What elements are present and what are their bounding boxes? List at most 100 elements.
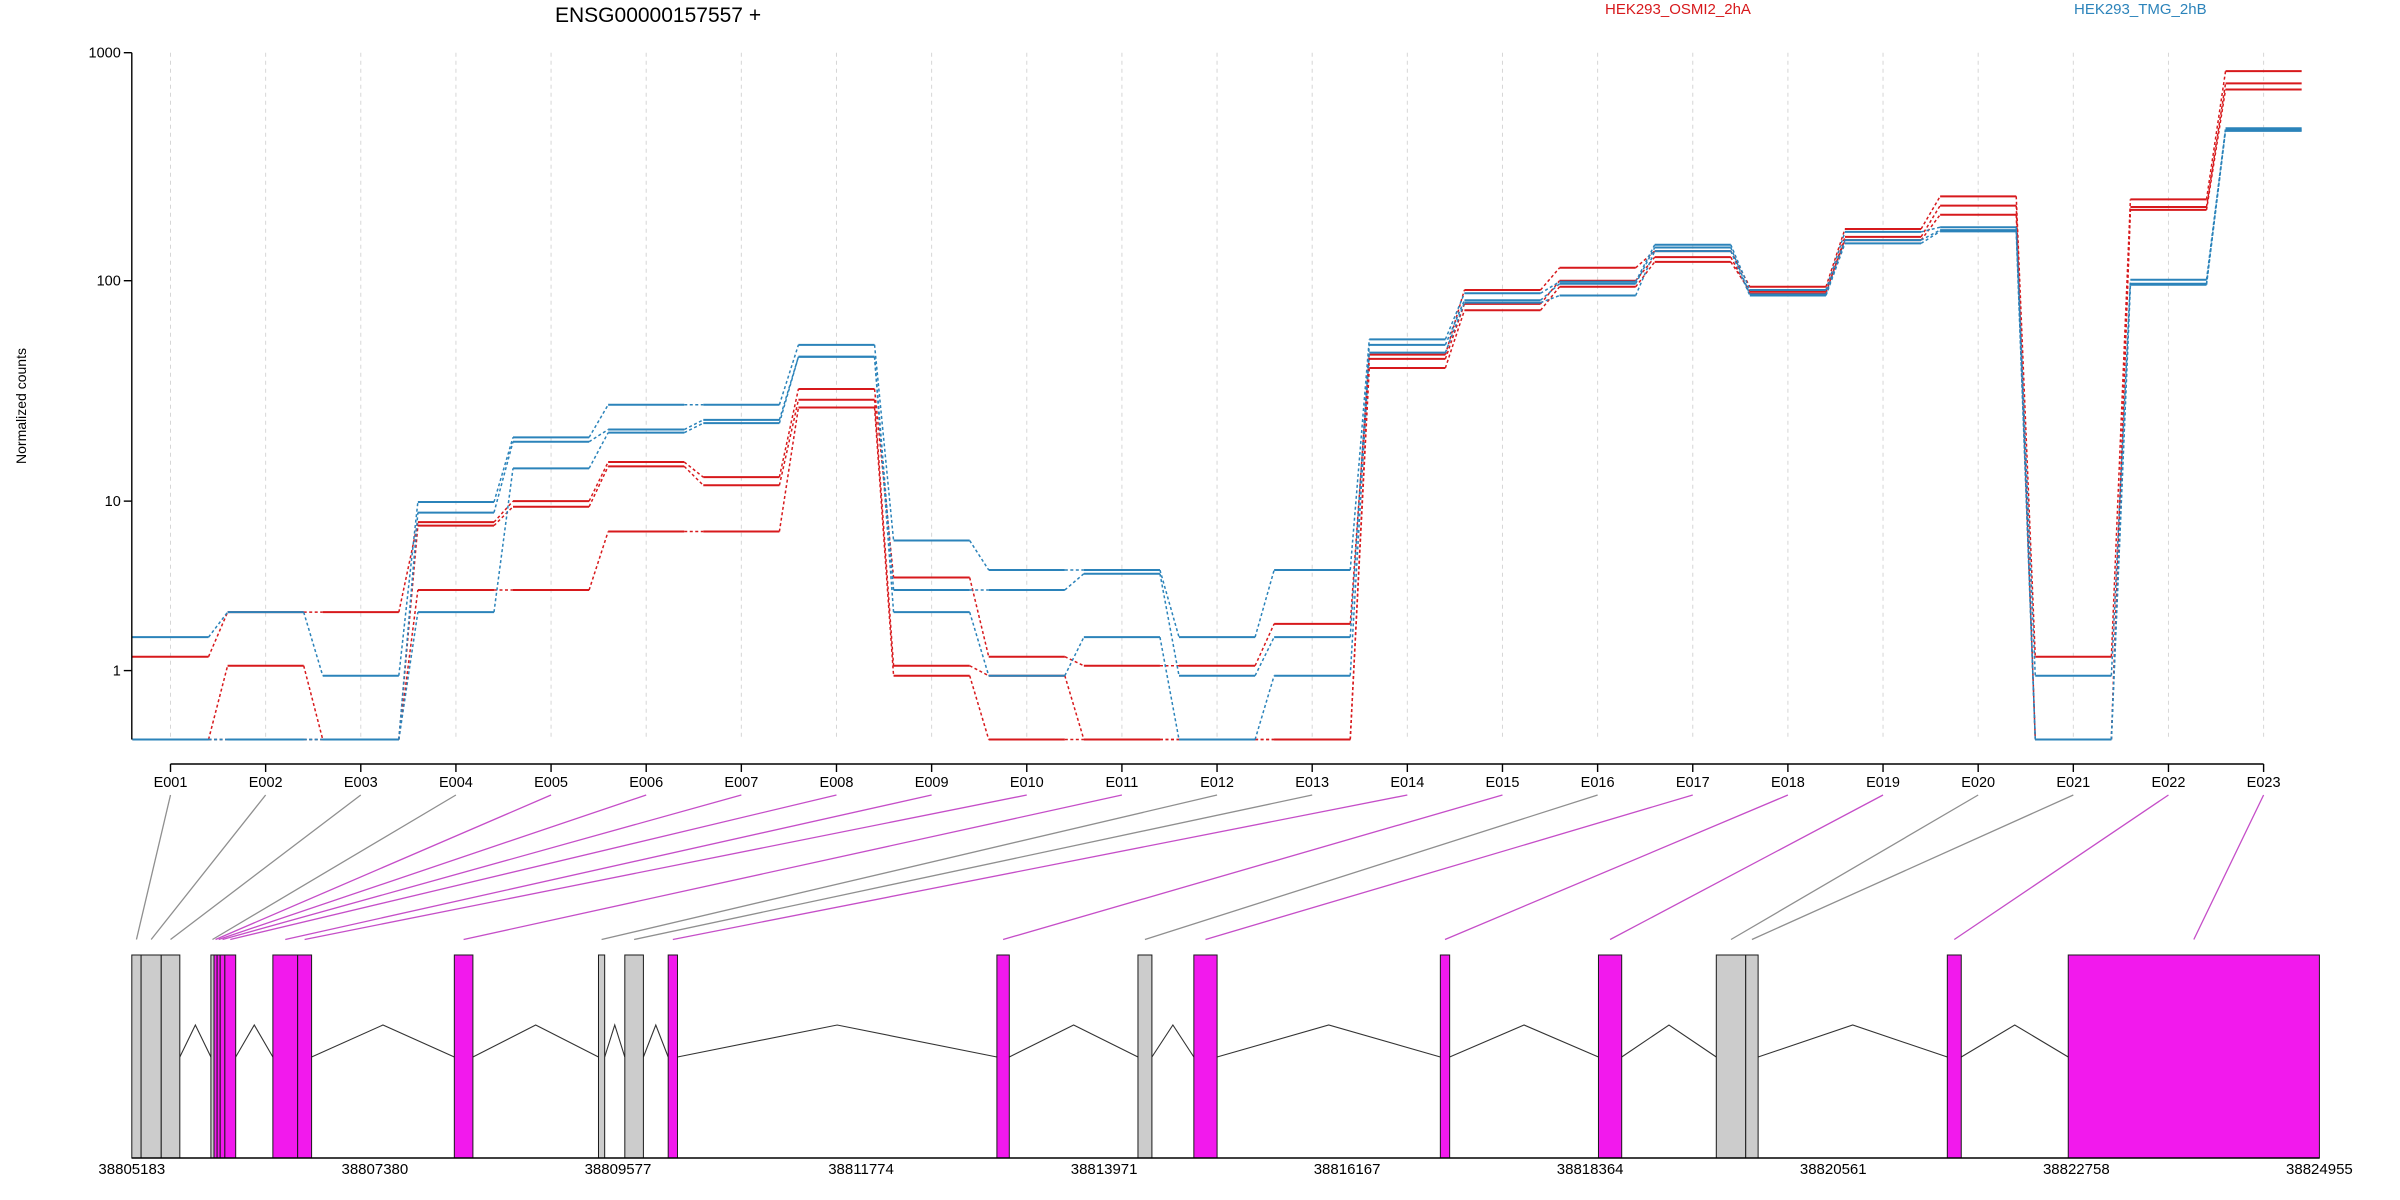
- exon-link-line: [1953, 794, 2169, 941]
- expression-connector: [969, 540, 990, 571]
- expression-connector: [2110, 279, 2132, 676]
- x-axis: E001 E002 E003 E004 E005 E006 E007 E008 E009 E010…: [154, 763, 2281, 791]
- exon-box: [1193, 954, 1218, 1159]
- exon-box: [1137, 954, 1153, 1159]
- expression-connector: [1634, 250, 1656, 296]
- expression-connector: [1540, 281, 1560, 294]
- expression-connector: [778, 399, 800, 486]
- expression-connector: [1540, 283, 1561, 301]
- expression-connector: [493, 500, 514, 523]
- exon-box: [1597, 954, 1623, 1159]
- exon-links: [135, 794, 2265, 941]
- exon-link-line: [672, 794, 1408, 941]
- expression-connector: [1254, 636, 1275, 677]
- legend-label-group-2: HEK293_TMG_2hB: [2074, 1, 2207, 18]
- expression-connector: [683, 422, 704, 434]
- expression-connector: [1920, 229, 1941, 241]
- x-tick-label: E009: [915, 775, 949, 791]
- x-tick-label: E002: [249, 775, 283, 791]
- genomic-tick-label: 38824955: [2286, 1161, 2353, 1178]
- exon-box: [297, 954, 313, 1159]
- expression-connector: [1064, 675, 1085, 740]
- expression-connector: [1635, 250, 1656, 269]
- exon-box: [160, 954, 181, 1159]
- expression-connector: [968, 577, 990, 657]
- expression-connector: [1064, 573, 1085, 591]
- exon-box: [453, 954, 474, 1159]
- genomic-tick-label: 38807380: [342, 1161, 409, 1178]
- intron-line: [472, 1024, 599, 1058]
- exon-link-line: [304, 794, 1027, 941]
- genomic-tick-label: 38820561: [1800, 1161, 1867, 1178]
- expression-connector: [683, 461, 704, 478]
- exon-link-line: [2193, 794, 2265, 940]
- exon-link-line: [1730, 794, 1979, 941]
- x-tick-label: E011: [1106, 775, 1139, 791]
- expression-connector: [1444, 310, 1466, 369]
- genomic-tick-label: 38818364: [1557, 1161, 1624, 1178]
- expression-connector: [588, 404, 609, 438]
- expression-connector: [1349, 367, 1371, 740]
- x-tick-label: E001: [154, 775, 188, 791]
- expression-connector: [683, 419, 704, 431]
- intron-line: [235, 1023, 274, 1058]
- expression-connector: [1159, 637, 1180, 740]
- expression-connector: [778, 344, 800, 405]
- expression-connector: [398, 522, 419, 613]
- y-tick-label: 1000: [89, 46, 121, 62]
- expression-connector: [778, 407, 800, 532]
- exon-link-line: [1444, 794, 1789, 941]
- exon-box: [1715, 954, 1747, 1159]
- expression-connector: [588, 466, 609, 508]
- exon-link-line: [135, 794, 172, 940]
- expression-connector: [873, 407, 895, 676]
- expression-connector: [873, 356, 895, 613]
- y-axis-label: Normalized counts: [13, 348, 29, 464]
- expression-connector: [1540, 294, 1560, 304]
- x-tick-label: E017: [1676, 775, 1710, 791]
- expression-connector: [1444, 302, 1466, 353]
- exon-box: [272, 954, 299, 1159]
- exon-box: [2067, 954, 2320, 1159]
- exon-box: [624, 954, 644, 1159]
- expression-connector: [1349, 354, 1371, 624]
- expression-connector: [2205, 83, 2227, 208]
- exon-box: [1946, 954, 1962, 1159]
- expression-connector: [493, 441, 514, 513]
- x-tick-label: E015: [1486, 775, 1520, 791]
- intron-line: [311, 1024, 455, 1058]
- genomic-tick-label: 38813971: [1071, 1161, 1138, 1178]
- expression-connector: [588, 432, 609, 469]
- gene-model: 38805183 38807380 38809577 38811774 38813971…: [98, 954, 2353, 1178]
- chart-title: ENSG00000157557 +: [555, 4, 761, 27]
- expression-connector: [2205, 89, 2227, 210]
- exon-box: [224, 954, 237, 1159]
- exon-link-line: [170, 794, 362, 941]
- expression-series: [132, 70, 2302, 741]
- expression-connector: [1539, 267, 1561, 291]
- expression-connector: [398, 512, 419, 740]
- x-tick-label: E022: [2152, 775, 2186, 791]
- y-axis: 1 10 100 1000: [89, 46, 133, 740]
- intron-line: [642, 1023, 669, 1058]
- exon-link-line: [212, 794, 457, 941]
- x-tick-label: E010: [1010, 775, 1044, 791]
- x-tick-label: E016: [1581, 775, 1615, 791]
- x-tick-label: E014: [1390, 775, 1424, 791]
- expression-connector: [1444, 303, 1466, 360]
- exon-link-line: [1609, 794, 1884, 941]
- exon-box: [1439, 954, 1451, 1159]
- expression-connector: [302, 611, 324, 676]
- expression-connector: [588, 461, 609, 502]
- expression-connector: [1349, 339, 1371, 571]
- expression-connector: [1825, 231, 1846, 291]
- genomic-tick-label: 38811774: [828, 1161, 894, 1178]
- genomic-tick-label: 38809577: [585, 1161, 652, 1178]
- x-tick-label: E013: [1295, 775, 1329, 791]
- expression-connector: [1825, 228, 1846, 288]
- expression-connector: [1730, 244, 1751, 291]
- expression-connector: [493, 468, 514, 613]
- expression-connector: [1730, 250, 1751, 296]
- expression-connector: [873, 399, 895, 666]
